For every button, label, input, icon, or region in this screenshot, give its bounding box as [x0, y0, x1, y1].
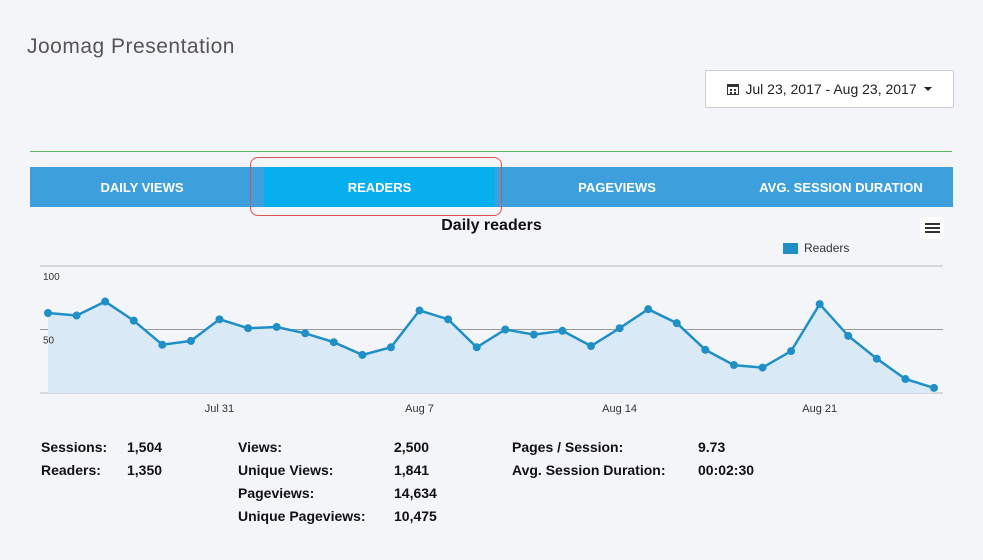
data-point[interactable] — [758, 363, 767, 372]
chart-legend[interactable]: Readers — [783, 241, 849, 255]
data-point[interactable] — [587, 342, 596, 351]
data-point[interactable] — [501, 325, 510, 334]
data-point[interactable] — [72, 311, 81, 320]
data-point[interactable] — [444, 315, 453, 324]
chart-title: Daily readers — [441, 217, 542, 234]
data-point[interactable] — [844, 331, 853, 340]
data-point[interactable] — [215, 315, 224, 324]
data-point[interactable] — [472, 343, 481, 352]
stat-pageviews: Pageviews: 14,634 — [238, 485, 437, 501]
data-point[interactable] — [872, 354, 881, 363]
data-point[interactable] — [244, 324, 253, 333]
data-point[interactable] — [787, 347, 796, 356]
data-point[interactable] — [129, 316, 138, 325]
stat-unique-pageviews: Unique Pageviews: 10,475 — [238, 508, 437, 524]
data-point[interactable] — [701, 345, 710, 354]
x-axis-ticks: Jul 31 Aug 7 Aug 14 Aug 21 — [205, 403, 837, 415]
series-area-readers — [48, 301, 934, 393]
data-point[interactable] — [158, 340, 167, 349]
data-point[interactable] — [358, 350, 367, 359]
data-point[interactable] — [386, 343, 395, 352]
date-range-label: Jul 23, 2017 - Aug 23, 2017 — [745, 81, 917, 97]
y-tick-label: 50 — [43, 336, 55, 347]
calendar-icon — [727, 83, 740, 95]
data-point[interactable] — [186, 336, 195, 345]
stat-sessions: Sessions: 1,504 — [41, 439, 163, 455]
data-point[interactable] — [729, 361, 738, 370]
data-point[interactable] — [101, 297, 110, 306]
tab-readers[interactable]: READERS — [264, 167, 495, 207]
data-point[interactable] — [901, 375, 910, 384]
stat-pages-per-session: Pages / Session: 9.73 — [512, 439, 726, 455]
data-point[interactable] — [329, 338, 338, 347]
data-point[interactable] — [644, 305, 653, 314]
chart-menu-icon[interactable] — [920, 217, 944, 239]
legend-swatch — [783, 242, 798, 254]
data-point[interactable] — [415, 306, 424, 315]
data-point[interactable] — [44, 308, 52, 317]
x-tick-label: Aug 21 — [802, 403, 837, 415]
readers-chart: 50 100 Jul 31 Aug 7 Aug 14 Aug 21 — [40, 265, 943, 415]
tab-bar: DAILY VIEWS READERS PAGEVIEWS AVG. SESSI… — [30, 167, 953, 207]
data-point[interactable] — [672, 319, 681, 328]
stat-views: Views: 2,500 — [238, 439, 430, 455]
stat-readers: Readers: 1,350 — [41, 462, 163, 478]
y-axis-ticks: 50 100 — [43, 272, 60, 347]
stat-unique-views: Unique Views: 1,841 — [238, 462, 430, 478]
data-point[interactable] — [615, 324, 624, 333]
data-point[interactable] — [272, 322, 281, 331]
caret-down-icon — [923, 87, 932, 91]
page-title: Joomag Presentation — [27, 35, 235, 58]
data-point[interactable] — [558, 326, 567, 335]
legend-label: Readers — [804, 241, 850, 255]
y-tick-label: 100 — [43, 272, 60, 283]
tab-pageviews[interactable]: PAGEVIEWS — [578, 179, 656, 195]
series-line-readers — [47, 300, 935, 390]
data-point[interactable] — [529, 330, 538, 339]
divider — [30, 151, 952, 152]
date-range-picker[interactable]: Jul 23, 2017 - Aug 23, 2017 — [705, 70, 954, 108]
data-point[interactable] — [930, 383, 938, 392]
series-points-readers — [44, 297, 938, 392]
tab-avg-session-duration[interactable]: AVG. SESSION DURATION — [759, 179, 923, 195]
x-tick-label: Aug 7 — [405, 403, 434, 415]
tab-daily-views[interactable]: DAILY VIEWS — [100, 179, 184, 195]
x-tick-label: Aug 14 — [602, 403, 637, 415]
data-point[interactable] — [815, 300, 824, 309]
data-point[interactable] — [301, 329, 310, 338]
x-tick-label: Jul 31 — [205, 403, 234, 415]
stat-avg-session-duration: Avg. Session Duration: 00:02:30 — [512, 462, 755, 478]
